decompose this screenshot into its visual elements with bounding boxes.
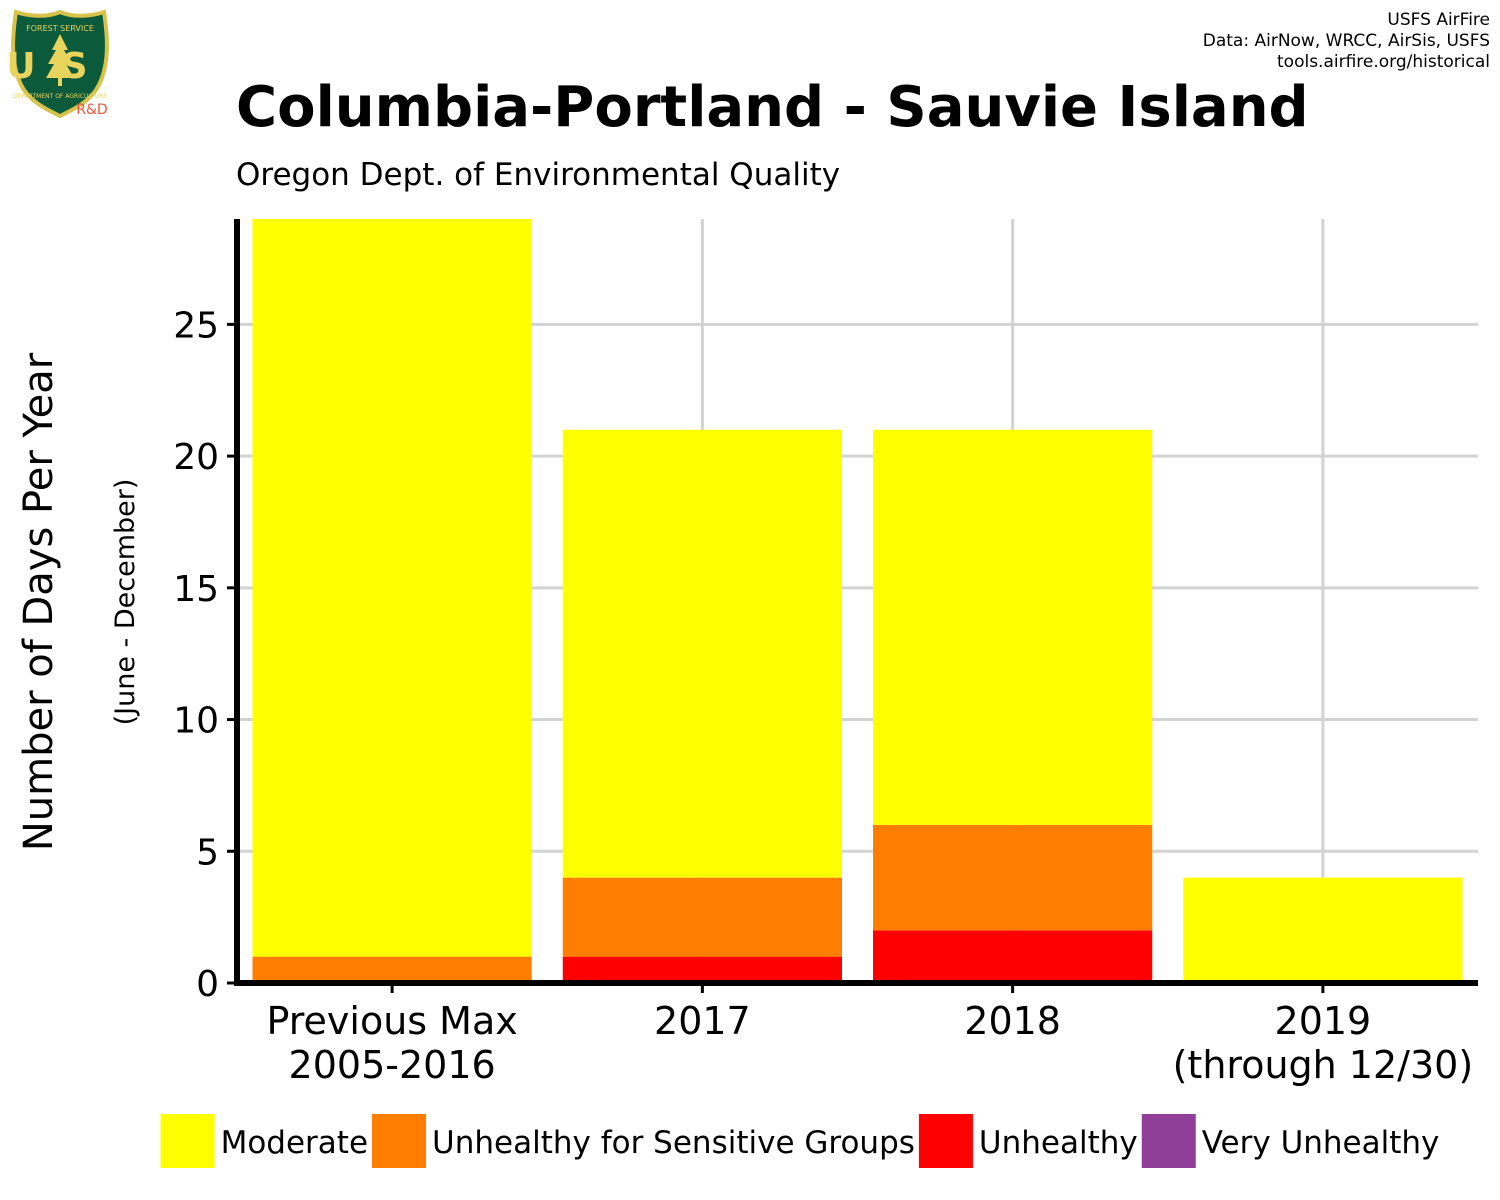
bar-segment <box>562 956 842 983</box>
x-tick-label: 2019 <box>1275 999 1372 1043</box>
y-ticks: 0 5 10 15 20 25 <box>173 305 237 1005</box>
legend: Moderate Unhealthy for Sensitive Groups Un… <box>160 1114 1440 1168</box>
forest-service-logo: FOREST SERVICE US DEPARTMENT OF AGRICULT… <box>8 9 112 119</box>
legend-label: Very Unhealthy <box>1202 1125 1440 1161</box>
bar-segment <box>873 824 1153 931</box>
bar-segment <box>562 877 842 957</box>
logo-bottom-text: DEPARTMENT OF AGRICULTURE <box>13 93 107 100</box>
bar-segment <box>873 429 1153 825</box>
legend-swatch <box>918 1114 973 1168</box>
x-tick-label: 2017 <box>654 999 751 1043</box>
bar-segment <box>873 930 1153 983</box>
y-axis-label: Number of Days Per Year <box>16 352 62 851</box>
x-tick-label: (through 12/30) <box>1173 1043 1474 1087</box>
bar-segment <box>1183 877 1463 983</box>
bar-segment <box>562 429 842 878</box>
logo-tree-icon <box>46 34 74 86</box>
credit-line: tools.airfire.org/historical <box>1277 52 1490 72</box>
bar-segment <box>252 219 532 957</box>
chart-subtitle: Oregon Dept. of Environmental Quality <box>236 157 840 193</box>
y-tick-label: 15 <box>173 569 219 610</box>
bar-segment <box>252 956 532 983</box>
y-tick-label: 0 <box>196 964 219 1005</box>
chart-title: Columbia-Portland - Sauvie Island <box>236 75 1309 140</box>
legend-swatch <box>1141 1114 1196 1168</box>
y-tick-label: 20 <box>173 437 219 478</box>
bars <box>252 219 1463 983</box>
credit-line: Data: AirNow, WRCC, AirSis, USFS <box>1202 31 1490 51</box>
legend-label: Unhealthy <box>979 1125 1138 1161</box>
logo-letters: US <box>8 46 112 87</box>
x-tick-label: 2005-2016 <box>289 1043 496 1087</box>
legend-label: Moderate <box>221 1125 368 1161</box>
logo-rd-text: R&D <box>76 102 107 118</box>
legend-swatch <box>160 1114 215 1168</box>
x-tick-label: Previous Max <box>267 999 518 1043</box>
x-tick-label: 2018 <box>964 999 1061 1043</box>
y-tick-label: 10 <box>173 701 219 742</box>
credit-line: USFS AirFire <box>1387 10 1490 30</box>
y-axis-sublabel: (June - December) <box>110 479 141 726</box>
y-tick-label: 5 <box>196 832 219 873</box>
logo-top-text: FOREST SERVICE <box>26 24 94 33</box>
legend-swatch <box>372 1114 427 1168</box>
axes <box>234 219 1478 986</box>
credits: USFS AirFire Data: AirNow, WRCC, AirSis,… <box>1203 10 1490 73</box>
legend-label: Unhealthy for Sensitive Groups <box>432 1125 915 1161</box>
y-tick-label: 25 <box>173 305 219 346</box>
